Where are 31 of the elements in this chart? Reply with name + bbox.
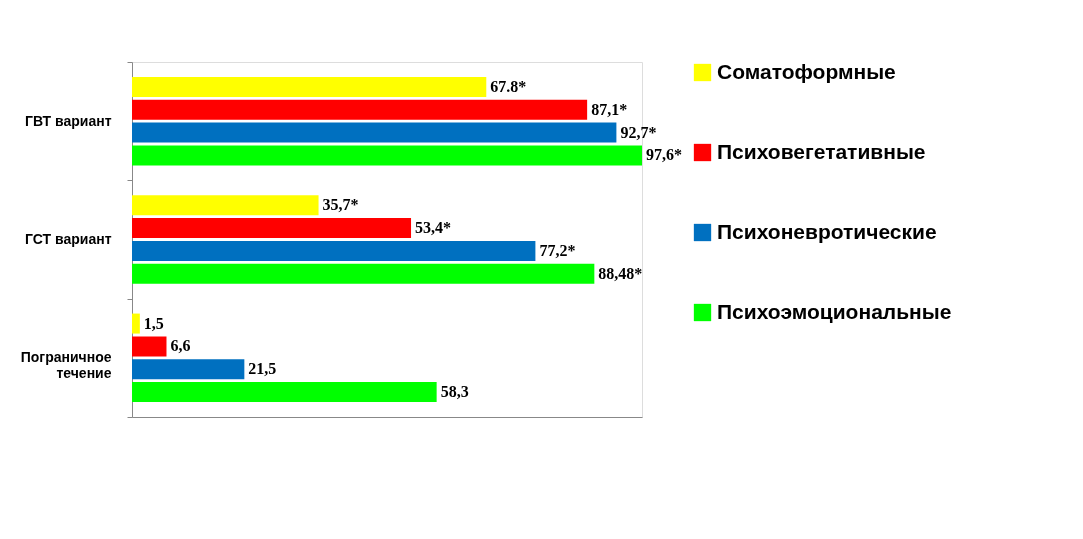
- legend-label: Психовегетативные: [717, 139, 926, 163]
- data-label: 6,6: [170, 337, 191, 355]
- data-label: 87,1*: [591, 100, 628, 118]
- data-label: 92,7*: [620, 123, 657, 141]
- data-label: 35,7*: [322, 196, 359, 214]
- y-tick-label: ГВТ вариант: [25, 112, 112, 129]
- bar: [132, 382, 437, 403]
- data-label: 88,48*: [598, 264, 643, 282]
- data-label: 77,2*: [539, 241, 576, 259]
- legend-label: Психоэмоциональные: [717, 299, 952, 323]
- bar: [132, 263, 595, 284]
- legend-label: Соматоформные: [717, 59, 896, 83]
- bar: [132, 99, 588, 120]
- data-label: 67.8*: [490, 77, 527, 95]
- data-label: 1,5: [143, 314, 164, 332]
- bar: [132, 336, 167, 357]
- data-label: 97,6*: [646, 146, 682, 164]
- bar: [132, 195, 319, 216]
- bar: [132, 122, 617, 143]
- data-label: 21,5: [248, 360, 277, 378]
- bar: [132, 359, 245, 380]
- data-label: 58,3: [440, 383, 469, 401]
- bar: [132, 145, 642, 166]
- bar: [132, 313, 140, 334]
- y-tick-label: ГСТ вариант: [25, 231, 112, 247]
- bar: [132, 240, 536, 261]
- data-label: 53,4*: [415, 219, 452, 237]
- bar: [132, 76, 487, 97]
- bar: [132, 218, 412, 239]
- legend-label: Психоневротические: [717, 219, 937, 243]
- y-tick-label: Пограничное течение: [20, 349, 112, 382]
